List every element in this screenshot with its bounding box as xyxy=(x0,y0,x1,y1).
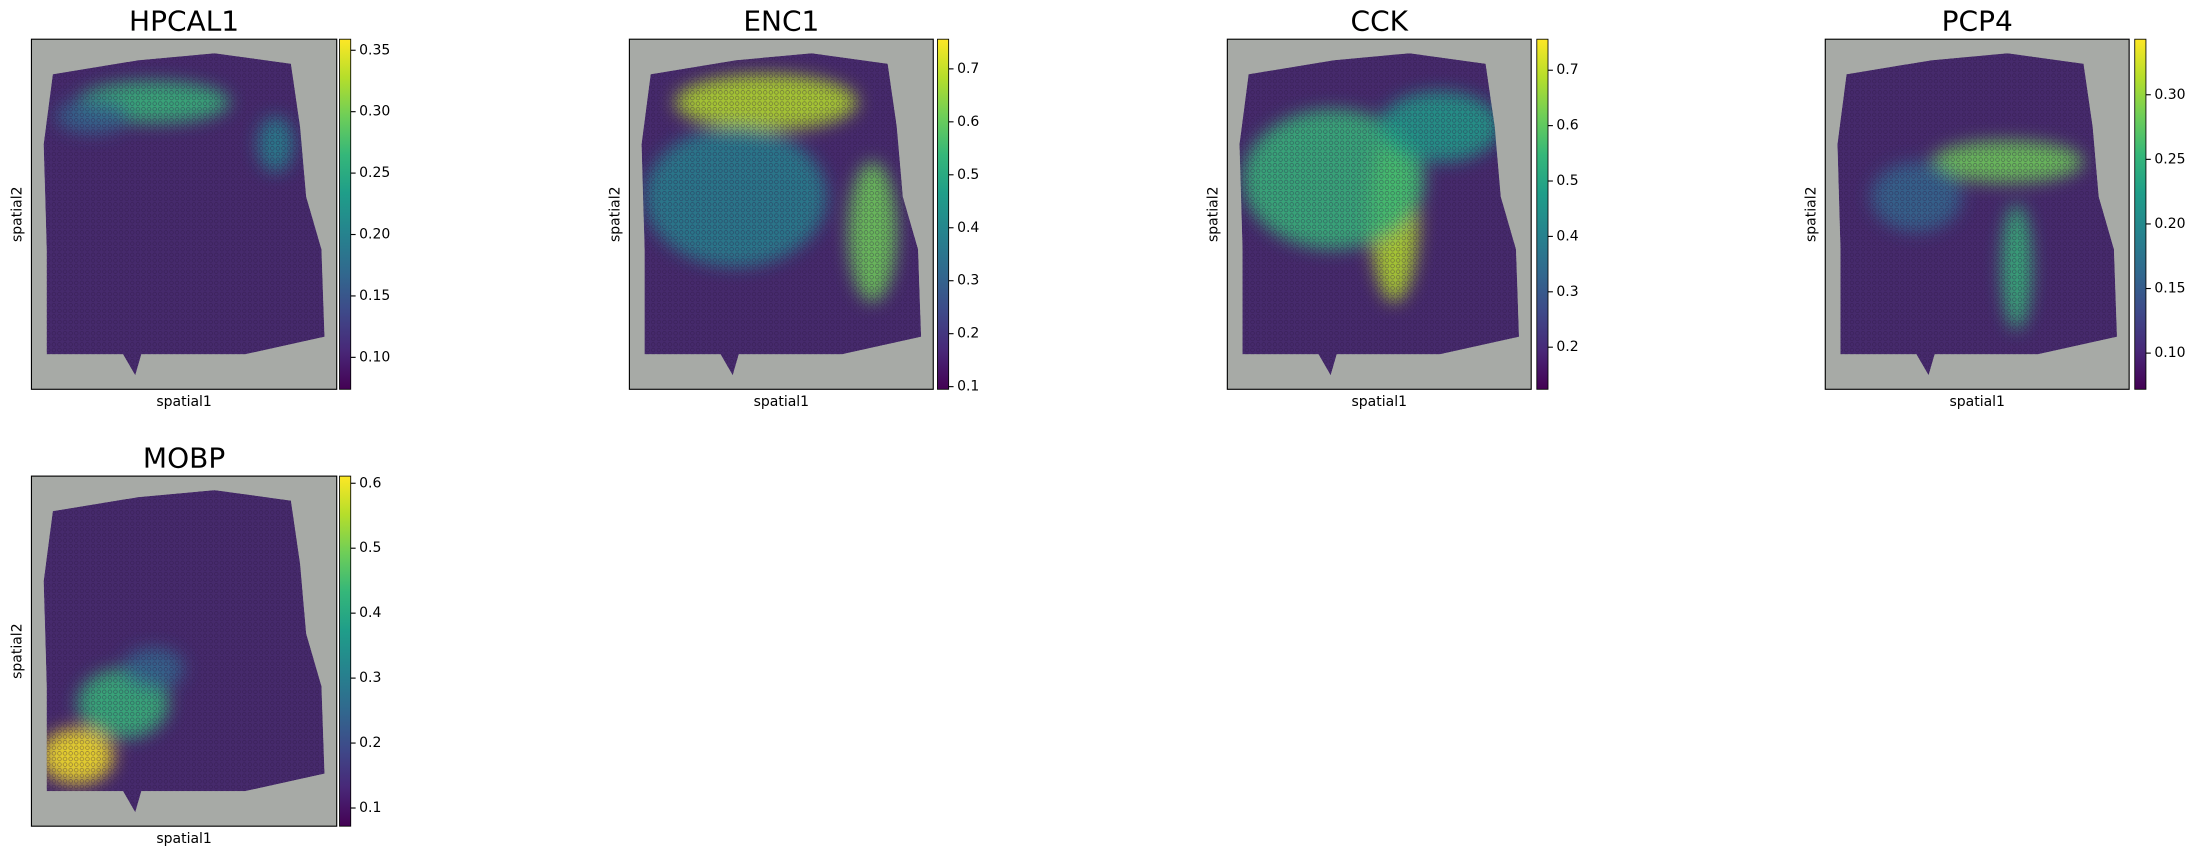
tissue xyxy=(1239,53,1520,376)
colorbar-tick-label: 0.10 xyxy=(359,349,390,365)
panel-title: MOBP xyxy=(143,441,225,474)
colorbar xyxy=(1536,38,1549,390)
colorbar xyxy=(2134,38,2147,390)
colorbar xyxy=(339,38,352,390)
tissue xyxy=(641,53,922,376)
y-axis-label: spatial2 xyxy=(9,623,25,679)
colorbar-tick-label: 0.35 xyxy=(359,42,390,58)
panel-title: HPCAL1 xyxy=(129,4,239,37)
x-axis-label: spatial1 xyxy=(754,394,810,410)
colorbar-tick-label: 0.3 xyxy=(359,670,381,686)
tissue xyxy=(43,53,325,376)
colorbar-tick-label: 0.4 xyxy=(359,605,381,621)
panel-title: CCK xyxy=(1351,4,1409,37)
colorbar-tick-label: 0.4 xyxy=(1556,228,1578,244)
colorbar-tick-label: 0.20 xyxy=(359,227,390,243)
colorbar-tick-label: 0.30 xyxy=(2154,87,2185,103)
axes-frame xyxy=(30,475,338,827)
y-axis-label: spatial2 xyxy=(9,186,25,242)
axes-frame xyxy=(1226,38,1532,390)
colorbar-tick-label: 0.3 xyxy=(1556,284,1578,300)
panel-title: ENC1 xyxy=(743,4,819,37)
y-axis-label: spatial2 xyxy=(1205,186,1221,242)
y-axis-label: spatial2 xyxy=(607,186,623,242)
colorbar xyxy=(339,475,352,827)
colorbar-tick-label: 0.25 xyxy=(359,165,390,181)
colorbar-tick-label: 0.10 xyxy=(2154,345,2185,361)
axes-frame xyxy=(628,38,934,390)
colorbar-tick-label: 0.7 xyxy=(1556,62,1578,78)
colorbar-tick-label: 0.15 xyxy=(359,288,390,304)
colorbar-tick-label: 0.6 xyxy=(1556,118,1578,134)
colorbar-tick-label: 0.30 xyxy=(359,104,390,120)
colorbar-tick-label: 0.5 xyxy=(359,540,381,556)
y-axis-label: spatial2 xyxy=(1803,186,1819,242)
colorbar-tick-label: 0.2 xyxy=(1556,339,1578,355)
spot-grid xyxy=(43,53,325,376)
spot-grid xyxy=(641,53,922,376)
spot-grid xyxy=(1837,53,2117,376)
tissue xyxy=(43,490,325,813)
colorbar-tick-label: 0.20 xyxy=(2154,216,2185,232)
colorbar-tick-label: 0.25 xyxy=(2154,151,2185,167)
axes-frame xyxy=(1824,38,2130,390)
panel-title: PCP4 xyxy=(1942,4,2013,37)
colorbar-tick-label: 0.1 xyxy=(359,800,381,816)
colorbar-tick-label: 0.7 xyxy=(957,61,979,77)
colorbar-tick-label: 0.3 xyxy=(957,273,979,289)
spot-grid xyxy=(1239,53,1520,376)
spot-grid xyxy=(43,490,325,813)
colorbar-tick-label: 0.5 xyxy=(1556,173,1578,189)
colorbar-tick-label: 0.6 xyxy=(957,114,979,130)
x-axis-label: spatial1 xyxy=(156,394,212,410)
colorbar-tick-label: 0.5 xyxy=(957,167,979,183)
axes-frame xyxy=(30,38,338,390)
colorbar-tick-label: 0.6 xyxy=(359,475,381,491)
colorbar-tick-label: 0.2 xyxy=(957,326,979,342)
colorbar-tick-label: 0.4 xyxy=(957,220,979,236)
x-axis-label: spatial1 xyxy=(1352,394,1408,410)
x-axis-label: spatial1 xyxy=(1949,394,2005,410)
colorbar-tick-label: 0.15 xyxy=(2154,281,2185,297)
colorbar xyxy=(937,38,950,390)
tissue xyxy=(1837,53,2117,376)
colorbar-tick-label: 0.2 xyxy=(359,735,381,751)
x-axis-label: spatial1 xyxy=(156,831,212,847)
colorbar-tick-label: 0.1 xyxy=(957,379,979,395)
